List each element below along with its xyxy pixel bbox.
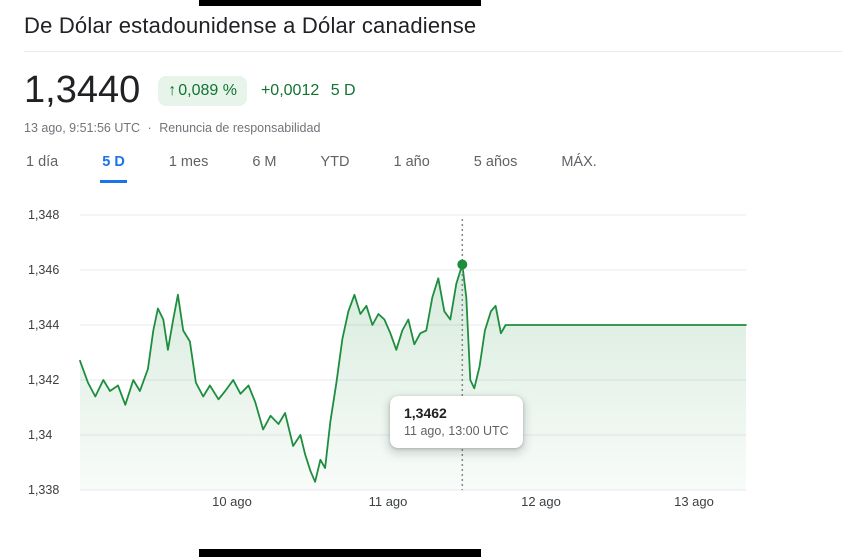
page-title: De Dólar estadounidense a Dólar canadien…: [24, 13, 477, 38]
cropped-overlay-bar-bottom: [199, 549, 481, 557]
y-axis-label: 1,348: [28, 208, 60, 222]
arrow-up-icon: ↑: [168, 81, 177, 99]
tooltip-value: 1,3462: [404, 405, 447, 421]
header: De Dólar estadounidense a Dólar canadien…: [0, 0, 866, 52]
quote-section: 1,3440 ↑ 0,089 % +0,0012 5 D 13 ago, 9:5…: [0, 52, 866, 135]
y-axis-label: 1,34: [28, 428, 53, 442]
x-axis-label: 11 ago: [368, 494, 408, 509]
tab-ytd[interactable]: YTD: [319, 150, 352, 183]
timestamp: 13 ago, 9:51:56 UTC: [24, 121, 141, 135]
tab-6m[interactable]: 6 M: [250, 150, 278, 183]
y-axis-label: 1,338: [28, 483, 60, 497]
tab-max[interactable]: MÁX.: [559, 150, 598, 183]
tab-1-ano[interactable]: 1 año: [392, 150, 432, 183]
price-row: 1,3440 ↑ 0,089 % +0,0012 5 D: [24, 69, 842, 112]
x-axis-label: 12 ago: [521, 494, 561, 509]
time-range-tabs: 1 día 5 D 1 mes 6 M YTD 1 año 5 años MÁX…: [0, 150, 866, 183]
header-divider: [24, 51, 842, 52]
chart-svg: [79, 214, 747, 491]
x-axis-label: 10 ago: [212, 494, 252, 509]
tooltip-time: 11 ago, 13:00 UTC: [404, 424, 509, 438]
tab-5-anos[interactable]: 5 años: [472, 150, 520, 183]
tab-5d[interactable]: 5 D: [100, 150, 127, 183]
disclaimer-link[interactable]: Renuncia de responsabilidad: [159, 121, 321, 135]
dot-separator: ·: [147, 121, 152, 135]
timestamp-row: 13 ago, 9:51:56 UTC · Renuncia de respon…: [24, 121, 842, 135]
change-percent-value: 0,089 %: [178, 81, 237, 99]
change-period-label: 5 D: [330, 81, 356, 99]
chart-area[interactable]: 1,348 1,346 1,344 1,342 1,34 1,338 10 ag…: [0, 200, 866, 522]
change-percent-badge: ↑ 0,089 %: [158, 75, 247, 106]
y-axis-label: 1,344: [28, 318, 60, 332]
tab-1-mes[interactable]: 1 mes: [167, 150, 211, 183]
chart-tooltip: 1,3462 11 ago, 13:00 UTC: [390, 396, 523, 448]
change-absolute-value: +0,0012: [260, 81, 320, 99]
y-axis-label: 1,342: [28, 373, 60, 387]
tab-1-dia[interactable]: 1 día: [24, 150, 60, 183]
change-absolute: +0,0012 5 D: [261, 82, 356, 100]
y-axis-label: 1,346: [28, 263, 60, 277]
x-axis-label: 13 ago: [674, 494, 714, 509]
cropped-overlay-bar-top: [199, 0, 481, 6]
current-price: 1,3440: [24, 69, 141, 111]
